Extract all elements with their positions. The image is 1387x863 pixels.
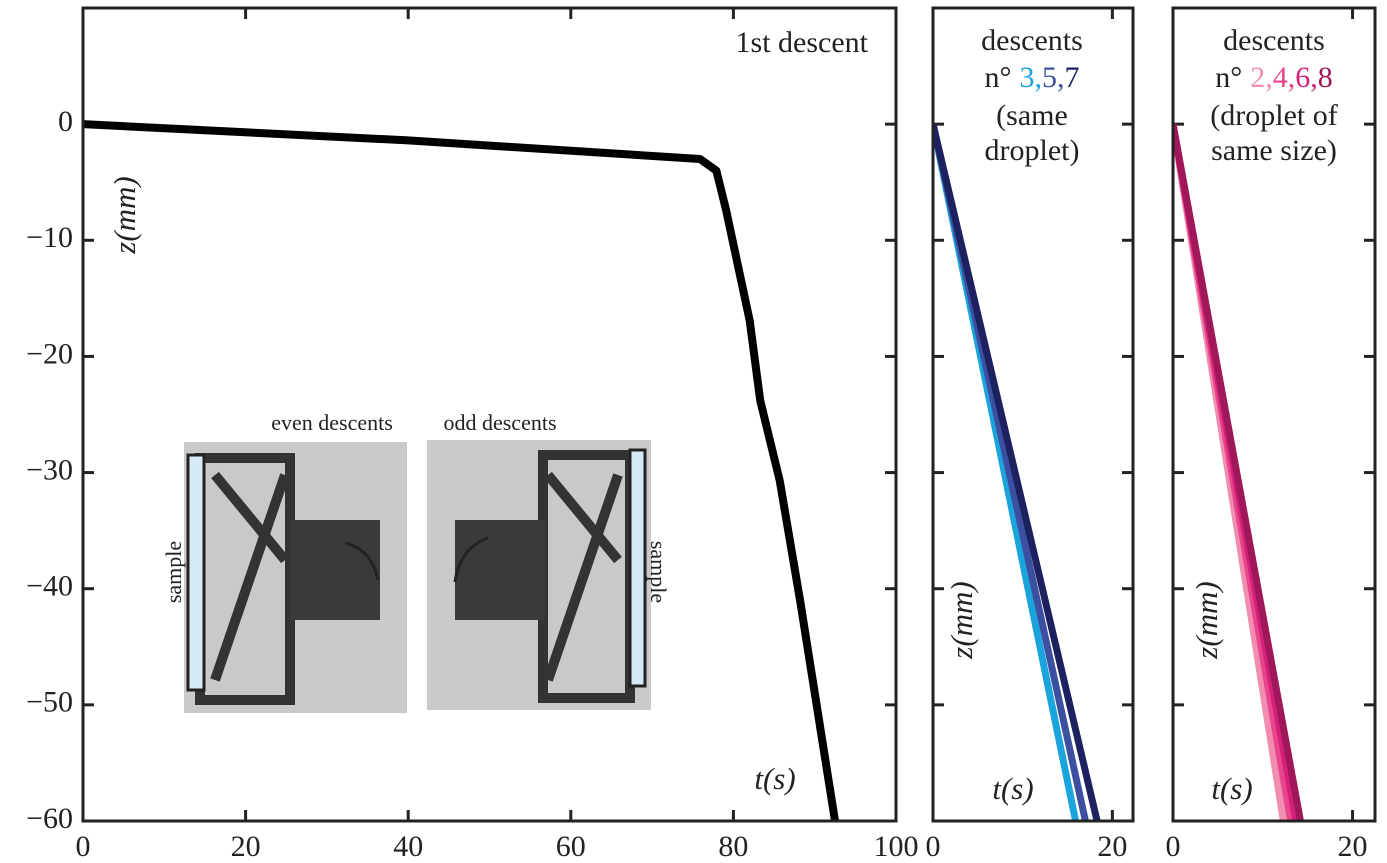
sample-bar xyxy=(186,453,206,692)
x-tick-label: 80 xyxy=(718,830,748,863)
x-tick-label: 20 xyxy=(231,830,261,863)
x-tick-label: 20 xyxy=(1097,830,1127,863)
legend-entry: 3 xyxy=(1020,61,1035,94)
inset-label: odd descents xyxy=(443,410,556,435)
x-tick-label: 40 xyxy=(393,830,423,863)
y-tick-label: −60 xyxy=(26,802,73,835)
legend-entry: 2 xyxy=(1250,61,1265,94)
x-axis-label: t(s) xyxy=(754,761,795,796)
chart-subtitle: droplet) xyxy=(985,134,1080,167)
x-tick-label: 0 xyxy=(76,830,91,863)
chart-title: n° xyxy=(1215,61,1242,94)
arrow xyxy=(344,541,380,581)
y-tick-label: −10 xyxy=(26,221,73,254)
plot-frame xyxy=(81,6,898,823)
x-tick-label: 100 xyxy=(874,830,919,863)
chart-title: n° xyxy=(985,61,1012,94)
legend-separator: , xyxy=(1288,61,1296,94)
chart-title: 1st descent xyxy=(736,26,869,59)
x-tick-label: 0 xyxy=(926,830,941,863)
legend: n° 3,5,7 xyxy=(985,61,1080,94)
y-axis-label: z(mm) xyxy=(944,581,979,660)
legend-entry: 8 xyxy=(1318,61,1333,94)
photo-mount xyxy=(455,520,545,620)
x-axis-label: t(s) xyxy=(992,771,1033,806)
legend-entry: 5 xyxy=(1042,61,1057,94)
legend-separator: , xyxy=(1265,61,1273,94)
inset-label: even descents xyxy=(271,410,393,435)
chart-subtitle: (same xyxy=(996,99,1068,132)
x-axis-label: t(s) xyxy=(1211,771,1252,806)
y-axis-label: z(mm) xyxy=(1189,581,1224,660)
series-line xyxy=(933,123,1101,821)
legend-entry: 4 xyxy=(1273,61,1288,94)
chart-title: descents xyxy=(981,24,1083,57)
y-axis-label: z(mm) xyxy=(107,176,142,255)
arrow xyxy=(453,536,489,583)
x-tick-label: 60 xyxy=(556,830,586,863)
x-tick-label: 0 xyxy=(1166,830,1181,863)
y-tick-label: −20 xyxy=(26,337,73,370)
sample-bar xyxy=(628,448,647,688)
series-line xyxy=(83,120,839,821)
legend-separator: , xyxy=(1310,61,1318,94)
inset-label: sample xyxy=(161,541,186,603)
legend-separator: , xyxy=(1057,61,1065,94)
y-tick-label: −50 xyxy=(26,686,73,719)
legend-separator: , xyxy=(1035,61,1043,94)
plot-frame xyxy=(931,6,1135,823)
legend: n° 2,4,6,8 xyxy=(1215,61,1333,94)
legend-entry: 6 xyxy=(1295,61,1310,94)
y-tick-label: 0 xyxy=(58,105,73,138)
legend-entry: 7 xyxy=(1065,61,1080,94)
chart-subtitle: (droplet of xyxy=(1210,99,1337,132)
plot-frame xyxy=(1171,6,1377,823)
inset-label: sample xyxy=(646,541,671,603)
y-tick-label: −40 xyxy=(26,570,73,603)
series-line xyxy=(1173,123,1304,821)
y-tick-label: −30 xyxy=(26,453,73,486)
chart-title: descents xyxy=(1223,24,1325,57)
chart-subtitle: same size) xyxy=(1211,134,1337,167)
photo-mount xyxy=(290,520,380,620)
inset-photos: even descents odd descents sample sample xyxy=(161,410,671,713)
x-tick-label: 20 xyxy=(1338,830,1368,863)
